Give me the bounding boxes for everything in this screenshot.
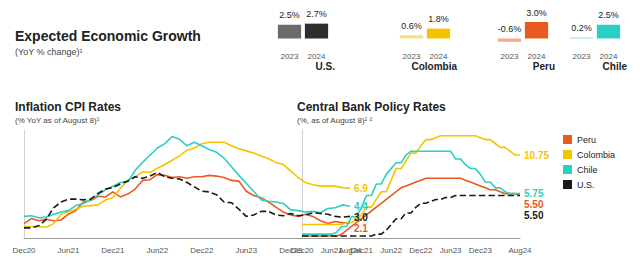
svg-text:5.75: 5.75: [524, 188, 544, 199]
svg-text:Dec22: Dec22: [190, 246, 214, 255]
svg-text:5.50: 5.50: [524, 199, 544, 210]
svg-text:1.8%: 1.8%: [428, 14, 449, 24]
svg-text:2.5%: 2.5%: [598, 10, 619, 20]
svg-text:(YoY % change)¹: (YoY % change)¹: [15, 47, 83, 57]
svg-text:10.75: 10.75: [524, 150, 549, 161]
svg-text:Jun21: Jun21: [321, 246, 343, 255]
svg-text:Inflation CPI Rates: Inflation CPI Rates: [15, 100, 121, 114]
svg-text:Dec20: Dec20: [290, 246, 314, 255]
svg-text:Aug24: Aug24: [508, 246, 532, 255]
svg-text:(% YoY as of August 8)¹: (% YoY as of August 8)¹: [15, 116, 100, 125]
svg-text:Dec22: Dec22: [409, 246, 433, 255]
svg-text:Dec20: Dec20: [12, 246, 36, 255]
svg-text:2023: 2023: [403, 52, 421, 61]
svg-text:Jun23: Jun23: [235, 246, 257, 255]
svg-text:6.9: 6.9: [354, 183, 368, 194]
svg-text:0.6%: 0.6%: [401, 21, 422, 31]
svg-text:Dec21: Dec21: [101, 246, 125, 255]
svg-text:Peru: Peru: [577, 135, 596, 145]
svg-text:Dec23: Dec23: [469, 246, 493, 255]
svg-text:2.5%: 2.5%: [279, 10, 300, 20]
svg-text:5.50: 5.50: [524, 210, 544, 221]
svg-text:3.0%: 3.0%: [526, 8, 547, 18]
svg-text:4.4: 4.4: [354, 201, 368, 212]
svg-text:Jun23: Jun23: [440, 246, 462, 255]
svg-text:Peru: Peru: [533, 61, 555, 72]
svg-text:U.S.: U.S.: [577, 180, 595, 190]
svg-text:Jun22: Jun22: [380, 246, 402, 255]
svg-text:Dec21: Dec21: [350, 246, 374, 255]
svg-text:3.0: 3.0: [354, 212, 368, 223]
svg-text:Jun21: Jun21: [58, 246, 80, 255]
svg-text:Chile: Chile: [577, 165, 598, 175]
svg-text:U.S.: U.S.: [316, 61, 336, 72]
svg-text:Colombia: Colombia: [411, 61, 457, 72]
svg-text:2024: 2024: [308, 52, 326, 61]
svg-text:Colombia: Colombia: [577, 150, 615, 160]
svg-text:2.7%: 2.7%: [306, 9, 327, 19]
svg-text:2024: 2024: [430, 52, 448, 61]
svg-text:0.2%: 0.2%: [571, 23, 592, 33]
svg-text:Chile: Chile: [603, 61, 628, 72]
svg-text:(%, as of August 8)¹ ²: (%, as of August 8)¹ ²: [297, 116, 372, 125]
svg-text:2023: 2023: [281, 52, 299, 61]
svg-text:2024: 2024: [528, 52, 546, 61]
svg-text:2023: 2023: [573, 52, 591, 61]
svg-text:Jun22: Jun22: [146, 246, 168, 255]
svg-text:2024: 2024: [600, 52, 618, 61]
svg-text:Expected Economic Growth: Expected Economic Growth: [15, 28, 201, 44]
svg-text:2.1: 2.1: [354, 223, 368, 234]
svg-text:Central Bank Policy Rates: Central Bank Policy Rates: [297, 100, 446, 114]
svg-text:-0.6%: -0.6%: [498, 24, 522, 34]
svg-text:2023: 2023: [501, 52, 519, 61]
